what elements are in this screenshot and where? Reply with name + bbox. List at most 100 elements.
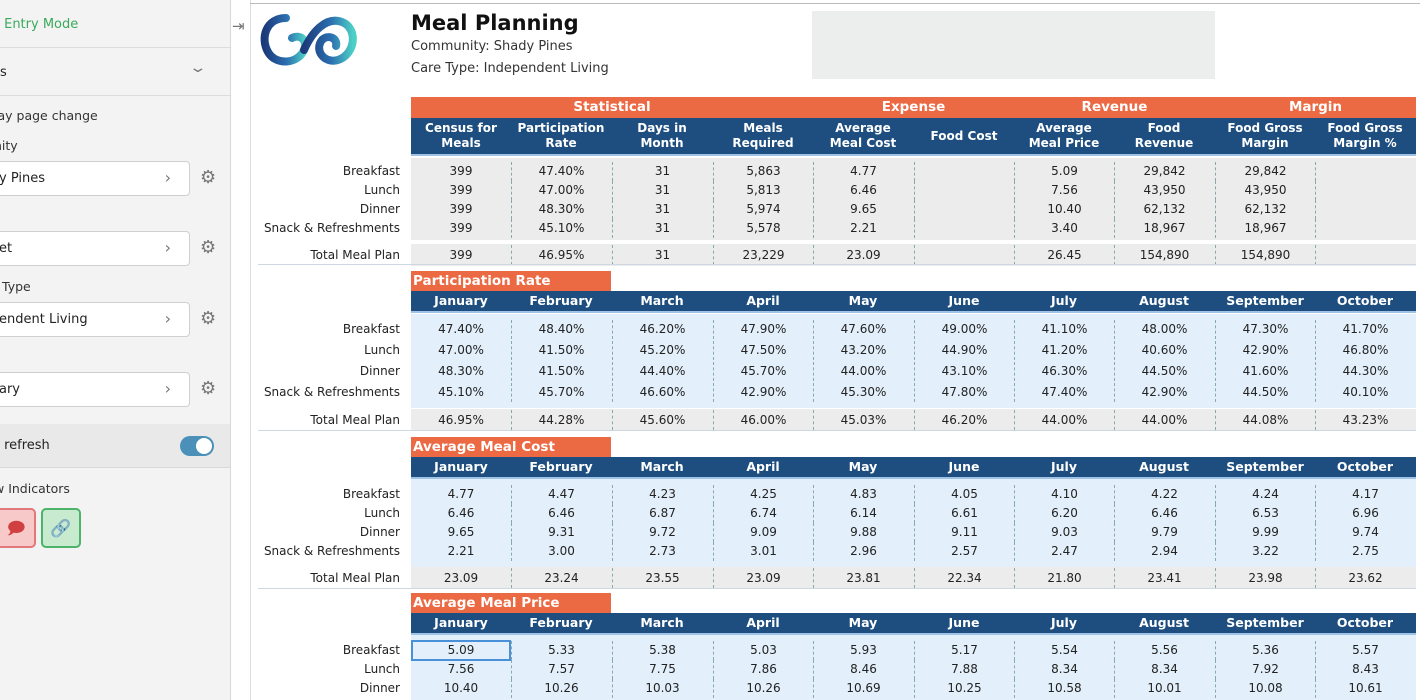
secondary-settings-gear-icon[interactable]: ⚙ [200,237,217,258]
section-1-total-cell[interactable]: 23.98 [1215,568,1315,588]
section-2-cell[interactable]: 5.57 [1315,641,1415,660]
section-0-cell[interactable]: 46.30% [1014,362,1114,381]
section-1-cell[interactable]: 6.96 [1315,504,1415,523]
section-0-cell[interactable]: 41.60% [1215,362,1315,381]
summary-cell[interactable]: 399 [449,221,473,235]
section-1-total-cell[interactable]: 21.80 [1014,568,1114,588]
section-1-cell[interactable]: 4.23 [612,485,712,504]
section-0-cell[interactable]: 47.90% [713,320,813,339]
section-2-cell[interactable]: 10.01 [1114,679,1214,698]
section-2-cell[interactable]: 5.03 [713,641,813,660]
summary-cell[interactable] [1315,162,1415,181]
summary-total-cell[interactable]: 154,890 [1215,245,1315,265]
section-1-cell[interactable]: 9.72 [612,523,712,542]
section-0-total-cell[interactable]: 44.00% [1114,410,1214,430]
section-1-cell[interactable]: 4.10 [1014,485,1114,504]
section-1-cell[interactable]: 9.65 [447,525,475,539]
link-indicator-button[interactable]: 🔗 [41,508,81,548]
section-1-cell[interactable]: 9.03 [1014,523,1114,542]
section-2-cell[interactable]: 8.34 [1114,660,1214,679]
section-1-cell[interactable]: 4.47 [511,485,611,504]
section-1-total-cell[interactable]: 22.34 [914,568,1014,588]
section-2-cell[interactable]: 5.56 [1114,641,1214,660]
section-2-cell[interactable]: 7.75 [612,660,712,679]
section-0-cell[interactable]: 44.50% [1114,362,1214,381]
section-1-cell[interactable]: 6.14 [813,504,913,523]
section-1-cell[interactable]: 3.01 [713,542,813,561]
section-1-cell[interactable]: 9.31 [511,523,611,542]
comment-indicator-button[interactable]: 🗩 [0,508,36,548]
section-1-cell[interactable]: 2.94 [1114,542,1214,561]
summary-cell[interactable]: 3.40 [1014,219,1114,238]
summary-cell[interactable] [914,219,1014,238]
section-0-total-cell[interactable]: 44.08% [1215,410,1315,430]
section-1-cell[interactable]: 6.46 [447,506,475,520]
section-0-cell[interactable]: 47.40% [438,322,484,336]
section-2-cell[interactable]: 7.56 [447,662,475,676]
summary-cell[interactable]: 47.40% [511,162,611,181]
section-0-total-cell[interactable]: 45.03% [813,410,913,430]
community-settings-gear-icon[interactable]: ⚙ [200,167,217,188]
summary-cell[interactable]: 47.00% [511,181,611,200]
section-0-total-cell[interactable]: 43.23% [1315,410,1415,430]
summary-cell[interactable]: 62,132 [1114,200,1214,219]
section-0-cell[interactable]: 48.30% [438,364,484,378]
section-0-cell[interactable]: 43.10% [914,362,1014,381]
summary-cell[interactable]: 9.65 [813,200,913,219]
summary-cell[interactable]: 62,132 [1215,200,1315,219]
section-0-cell[interactable]: 44.40% [612,362,712,381]
summary-cell[interactable]: 45.10% [511,219,611,238]
summary-cell[interactable]: 43,950 [1215,181,1315,200]
section-1-total-cell[interactable]: 23.41 [1114,568,1214,588]
summary-cell[interactable] [1315,200,1415,219]
summary-cell[interactable]: 10.40 [1014,200,1114,219]
section-1-cell[interactable]: 9.79 [1114,523,1214,542]
section-0-total-cell[interactable]: 46.00% [713,410,813,430]
summary-cell[interactable]: 5,578 [713,219,813,238]
section-1-cell[interactable]: 4.17 [1315,485,1415,504]
section-1-total-cell[interactable]: 23.81 [813,568,913,588]
section-0-cell[interactable]: 41.50% [511,341,611,360]
section-0-cell[interactable]: 41.10% [1014,320,1114,339]
summary-cell[interactable] [1315,181,1415,200]
summary-cell[interactable] [914,162,1014,181]
section-2-cell[interactable]: 10.25 [914,679,1014,698]
section-0-cell[interactable]: 41.70% [1315,320,1415,339]
data-entry-mode-link[interactable]: a Entry Mode [0,17,79,32]
section-1-cell[interactable]: 3.22 [1215,542,1315,561]
section-0-cell[interactable]: 46.20% [612,320,712,339]
summary-cell[interactable]: 399 [449,183,473,197]
section-2-cell[interactable]: 5.54 [1014,641,1114,660]
section-0-cell[interactable]: 46.80% [1315,341,1415,360]
section-1-cell[interactable]: 6.53 [1215,504,1315,523]
section-0-cell[interactable]: 49.00% [914,320,1014,339]
section-1-cell[interactable]: 6.87 [612,504,712,523]
summary-total-cell[interactable] [1315,245,1415,265]
section-2-cell[interactable]: 5.17 [914,641,1014,660]
filters-section-header[interactable]: es ⌄ [0,48,230,96]
section-1-cell[interactable]: 9.11 [914,523,1014,542]
summary-total-cell[interactable]: 26.45 [1014,245,1114,265]
section-0-cell[interactable]: 45.10% [438,385,484,399]
summary-total-cell[interactable] [914,245,1014,265]
section-0-cell[interactable]: 47.30% [1215,320,1315,339]
section-0-cell[interactable]: 45.20% [612,341,712,360]
section-0-cell[interactable]: 47.60% [813,320,913,339]
care-type-select[interactable]: endent Living › [0,302,190,337]
section-2-cell[interactable]: 5.33 [511,641,611,660]
section-1-cell[interactable]: 6.46 [1114,504,1214,523]
section-0-cell[interactable]: 41.20% [1014,341,1114,360]
section-0-cell[interactable]: 47.00% [438,343,484,357]
section-0-cell[interactable]: 46.60% [612,383,712,402]
section-1-cell[interactable]: 3.00 [511,542,611,561]
section-1-cell[interactable]: 4.24 [1215,485,1315,504]
summary-cell[interactable]: 6.46 [813,181,913,200]
section-2-cell[interactable]: 8.46 [813,660,913,679]
section-0-cell[interactable]: 47.40% [1014,383,1114,402]
summary-cell[interactable] [914,181,1014,200]
section-1-cell[interactable]: 2.73 [612,542,712,561]
auto-refresh-toggle[interactable] [180,436,214,456]
summary-cell[interactable]: 2.21 [813,219,913,238]
section-2-cell[interactable]: 7.88 [914,660,1014,679]
section-1-total-cell[interactable]: 23.09 [713,568,813,588]
